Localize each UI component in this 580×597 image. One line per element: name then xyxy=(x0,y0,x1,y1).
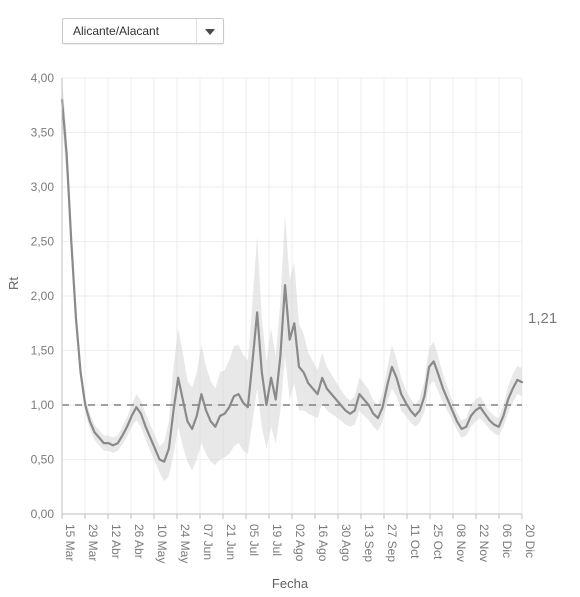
svg-text:16 Ago: 16 Ago xyxy=(316,524,330,562)
rt-chart: 0,00 0,50 1,00 1,50 2,00 2,50 3,00 3,50 4,00 15 … xyxy=(0,0,580,597)
svg-text:07 Jun: 07 Jun xyxy=(201,524,215,560)
svg-text:2,00: 2,00 xyxy=(31,289,55,303)
svg-text:4,00: 4,00 xyxy=(31,71,55,85)
svg-text:2,50: 2,50 xyxy=(31,235,55,249)
svg-text:1,50: 1,50 xyxy=(31,344,55,358)
svg-text:30 Ago: 30 Ago xyxy=(339,524,353,562)
svg-text:25 Oct: 25 Oct xyxy=(431,524,445,560)
svg-text:22 Nov: 22 Nov xyxy=(477,524,491,562)
svg-text:13 Sep: 13 Sep xyxy=(362,524,376,562)
svg-text:19 Jul: 19 Jul xyxy=(270,524,284,556)
svg-text:26 Abr: 26 Abr xyxy=(132,524,146,559)
svg-text:0,00: 0,00 xyxy=(31,507,55,521)
svg-text:3,00: 3,00 xyxy=(31,180,55,194)
svg-text:24 May: 24 May xyxy=(178,524,192,563)
svg-text:29 Mar: 29 Mar xyxy=(86,524,100,561)
svg-text:3,50: 3,50 xyxy=(31,126,55,140)
svg-text:08 Nov: 08 Nov xyxy=(454,524,468,562)
svg-text:05 Jul: 05 Jul xyxy=(247,524,261,556)
svg-text:06 Dic: 06 Dic xyxy=(500,524,514,558)
svg-text:10 May: 10 May xyxy=(155,524,169,563)
svg-text:21 Jun: 21 Jun xyxy=(224,524,238,560)
svg-text:02 Ago: 02 Ago xyxy=(293,524,307,562)
svg-text:12 Abr: 12 Abr xyxy=(109,524,123,559)
end-value-label: 1,21 xyxy=(528,310,557,327)
svg-text:0,50: 0,50 xyxy=(31,453,55,467)
svg-text:1,00: 1,00 xyxy=(31,398,55,412)
svg-text:27 Sep: 27 Sep xyxy=(385,524,399,562)
svg-text:15 Mar: 15 Mar xyxy=(63,524,77,561)
svg-text:20 Dic: 20 Dic xyxy=(523,524,537,558)
svg-text:11 Oct: 11 Oct xyxy=(408,524,422,559)
